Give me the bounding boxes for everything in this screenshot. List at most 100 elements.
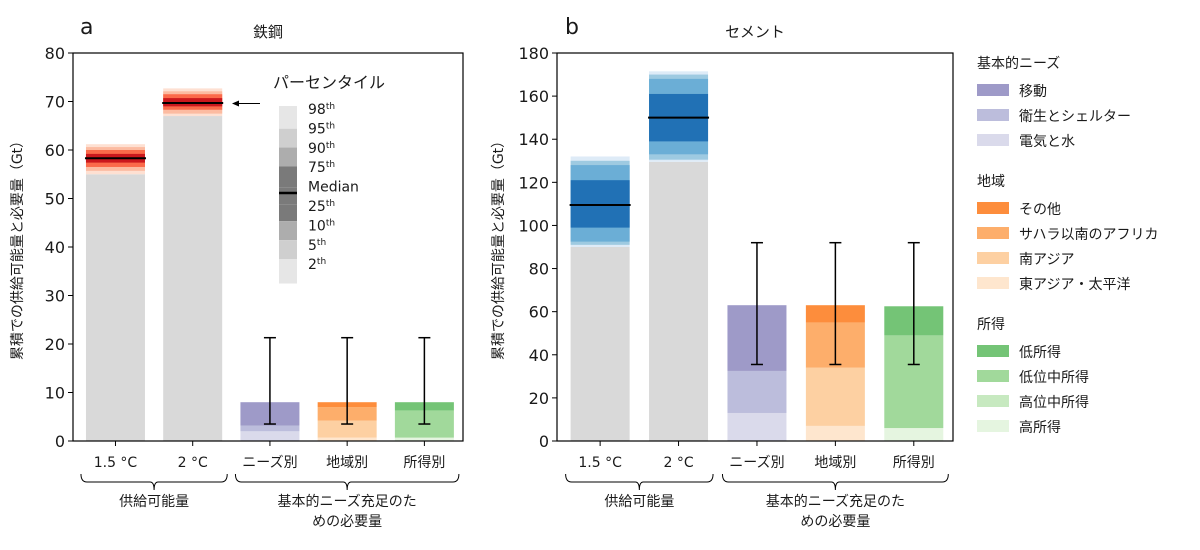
- y-tick-label: 80: [45, 44, 65, 63]
- legend-swatch: [977, 84, 1009, 96]
- y-tick-label: 10: [45, 384, 65, 403]
- legend-swatch: [977, 109, 1009, 121]
- stack-segment: [317, 420, 377, 438]
- panel-label: a: [80, 15, 93, 40]
- x-tick-label: 地域別: [814, 455, 856, 471]
- percentile-label: 10th: [308, 218, 335, 234]
- legend-item-label: 高所得: [1019, 419, 1061, 436]
- stack-segment: [727, 370, 787, 413]
- percentile-swatch: [279, 106, 297, 129]
- percentile-label: 75th: [308, 160, 335, 176]
- x-tick-label: 2 °C: [178, 455, 208, 471]
- chart-title: 鉄鋼: [253, 23, 283, 41]
- legend-swatch: [977, 345, 1009, 357]
- legend-swatch: [977, 134, 1009, 146]
- stack-segment: [394, 437, 454, 441]
- y-tick-label: 60: [45, 141, 65, 160]
- y-tick-label: 80: [529, 260, 549, 279]
- legend-item-label: 低位中所得: [1019, 369, 1089, 386]
- percentile-swatch: [279, 204, 297, 222]
- percentile-swatch: [279, 240, 297, 259]
- legend-item-label: 低所得: [1019, 344, 1061, 361]
- group-brace: [721, 473, 949, 491]
- arrow-head: [232, 100, 239, 107]
- legend-swatch: [977, 395, 1009, 407]
- legend-item-label: その他: [1019, 202, 1061, 218]
- y-tick-label: 20: [529, 389, 549, 408]
- percentile-legend: パーセンタイル 98th 95th 90th 75th Median 25th 10th 5th…: [232, 73, 385, 284]
- stack-segment: [240, 425, 300, 432]
- legend-group-title: 所得: [977, 316, 1005, 333]
- y-tick-label: 0: [55, 432, 65, 451]
- legend-item-label: 移動: [1019, 84, 1047, 100]
- legend-item-label: 電気と水: [1019, 134, 1075, 150]
- y-tick-label: 0: [539, 432, 549, 451]
- percentile-swatch: [279, 187, 297, 205]
- percentile-swatch: [279, 147, 297, 167]
- supply-bar-base: [163, 116, 223, 442]
- supply-bar-base: [570, 247, 630, 441]
- legend-swatch: [977, 202, 1009, 214]
- legend-swatch: [977, 252, 1009, 264]
- stack-segment: [805, 367, 865, 426]
- y-tick-label: 20: [45, 335, 65, 354]
- group-label: 基本的ニーズ充足のた: [278, 493, 417, 510]
- legend-swatch: [977, 227, 1009, 239]
- group-label: めの必要量: [312, 514, 382, 530]
- percentile-swatch: [279, 221, 297, 241]
- percentile-swatch: [279, 259, 297, 284]
- group-label: 基本的ニーズ充足のた: [766, 493, 905, 510]
- percentile-label: 2th: [308, 257, 326, 273]
- x-tick-label: ニーズ別: [242, 455, 297, 471]
- supply-bar-base: [85, 174, 145, 441]
- percentile-band-p25-p75: [570, 180, 630, 228]
- group-label: めの必要量: [800, 514, 870, 530]
- percentile-label: 98th: [308, 102, 335, 118]
- x-tick-label: 1.5 °C: [94, 455, 138, 471]
- group-brace: [80, 473, 228, 491]
- legend-group-title: 地域: [977, 174, 1005, 190]
- percentile-label: 5th: [308, 238, 326, 254]
- y-tick-label: 70: [45, 93, 65, 112]
- plot-frame: [556, 52, 954, 442]
- percentile-label: 90th: [308, 141, 335, 157]
- panel-label: b: [565, 15, 579, 40]
- stack-segment: [805, 425, 865, 441]
- y-tick-label: 160: [518, 87, 549, 106]
- y-tick-label: 30: [45, 287, 65, 306]
- y-tick-label: 120: [518, 173, 549, 192]
- x-tick-label: 2 °C: [663, 455, 693, 471]
- y-tick-label: 40: [529, 346, 549, 365]
- legend: 基本的ニーズ移動衛生とシェルター電気と水地域その他サハラ以南のアフリカ南アジア東…: [977, 55, 1158, 436]
- percentile-label: Median: [308, 180, 359, 196]
- legend-item-label: 高位中所得: [1019, 394, 1089, 411]
- y-tick-label: 60: [529, 303, 549, 322]
- legend-item-label: 南アジア: [1019, 252, 1074, 268]
- y-axis-label: 累積での供給可能量と必要量（Gt）: [491, 134, 507, 360]
- stack-segment: [317, 437, 377, 441]
- group-label: 供給可能量: [604, 494, 674, 510]
- percentile-swatch: [279, 128, 297, 148]
- group-brace: [234, 473, 460, 491]
- y-axis-label: 累積での供給可能量と必要量（Gt）: [10, 134, 26, 360]
- x-tick-label: 所得別: [403, 454, 445, 471]
- legend-group-title: 基本的ニーズ: [977, 55, 1060, 72]
- x-tick-label: 地域別: [326, 455, 368, 471]
- y-tick-label: 140: [518, 130, 549, 149]
- stack-segment: [727, 412, 787, 441]
- x-tick-label: 所得別: [893, 454, 935, 471]
- y-tick-label: 50: [45, 190, 65, 209]
- x-tick-label: 1.5 °C: [578, 455, 622, 471]
- x-tick-label: ニーズ別: [729, 455, 784, 471]
- legend-swatch: [977, 420, 1009, 432]
- legend-item-label: 東アジア・太平洋: [1019, 277, 1130, 293]
- percentile-legend-title: パーセンタイル: [273, 73, 385, 92]
- y-tick-label: 100: [518, 216, 549, 235]
- stack-segment: [884, 428, 944, 441]
- legend-swatch: [977, 277, 1009, 289]
- group-label: 供給可能量: [119, 494, 189, 510]
- percentile-swatch: [279, 166, 297, 188]
